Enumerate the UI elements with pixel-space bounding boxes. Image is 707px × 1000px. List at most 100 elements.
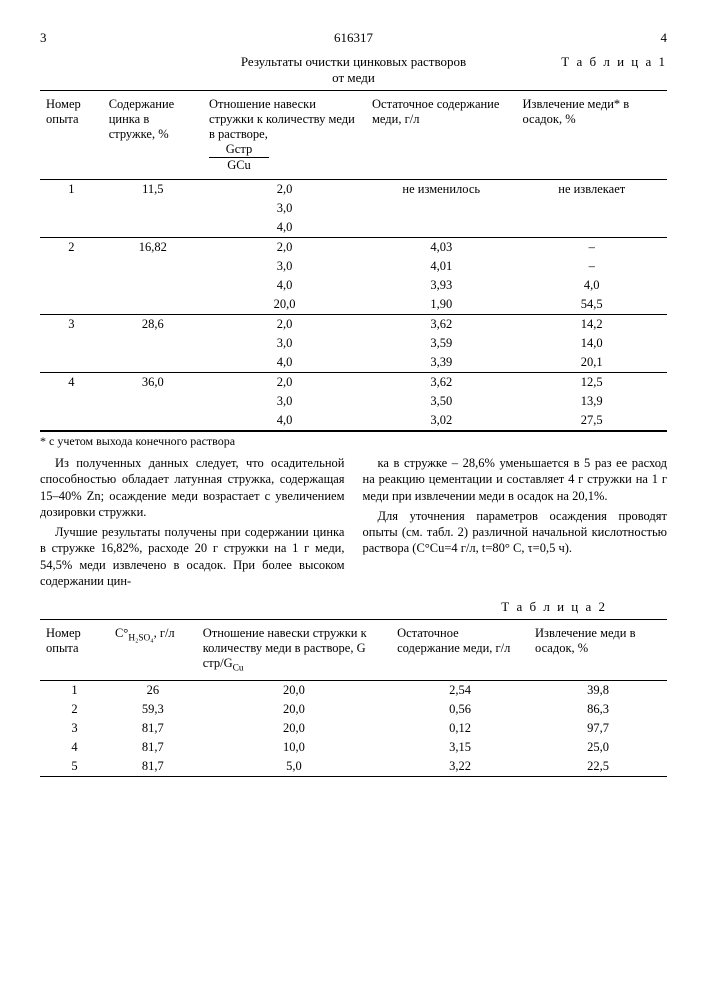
- table-row: 581,75,03,2222,5: [40, 757, 667, 776]
- cell: [366, 218, 516, 237]
- paragraph-3: ка в стружке – 28,6% уменьшается в 5 раз…: [363, 455, 668, 504]
- cell: 2,0: [203, 238, 366, 258]
- table-row: 3,04,01–: [40, 257, 667, 276]
- table-row: 4,03,934,0: [40, 276, 667, 295]
- paragraph-1: Из полученных данных следует, что осадит…: [40, 455, 345, 520]
- cell: 22,5: [529, 757, 667, 776]
- cell: 5: [40, 757, 109, 776]
- cell: 1: [40, 680, 109, 700]
- table2-label: Т а б л и ц а 2: [40, 599, 667, 615]
- cell: 4,0: [203, 411, 366, 430]
- cell: [40, 353, 103, 372]
- cell: 36,0: [103, 373, 203, 393]
- cell: 81,7: [109, 757, 197, 776]
- cell: 3,62: [366, 315, 516, 335]
- cell: [366, 199, 516, 218]
- t1-col3-den: GCu: [227, 158, 251, 172]
- cell: 3,0: [203, 392, 366, 411]
- paragraph-4: Для уточнения параметров осаждения прово…: [363, 508, 668, 557]
- cell: 4: [40, 738, 109, 757]
- table-row: 111,52,0не изменилосьне извлекает: [40, 180, 667, 200]
- cell: 81,7: [109, 738, 197, 757]
- table1-caption: Т а б л и ц а 1 Результаты очистки цинко…: [40, 54, 667, 86]
- cell: 2,0: [203, 373, 366, 393]
- t2-col2: С°H₂SO₄, г/л: [109, 620, 197, 681]
- cell: 86,3: [529, 700, 667, 719]
- cell: [40, 411, 103, 430]
- cell: 4,03: [366, 238, 516, 258]
- t1-col1: Номер опыта: [40, 91, 103, 180]
- cell: 14,0: [516, 334, 667, 353]
- cell: 0,56: [391, 700, 529, 719]
- cell: 13,9: [516, 392, 667, 411]
- table1-footnote: * с учетом выхода конечного раствора: [40, 431, 667, 449]
- cell: 3: [40, 719, 109, 738]
- cell: –: [516, 257, 667, 276]
- cell: [103, 392, 203, 411]
- t1-col5: Извлечение меди* в осадок, %: [516, 91, 667, 180]
- cell: 14,2: [516, 315, 667, 335]
- table2: Номер опыта С°H₂SO₄, г/л Отношение навес…: [40, 619, 667, 777]
- cell: 97,7: [529, 719, 667, 738]
- paragraph-2: Лучшие результаты получены при содержани…: [40, 524, 345, 589]
- cell: 20,0: [203, 295, 366, 314]
- cell: [516, 199, 667, 218]
- t2-col3: Отношение навески стружки к количеству м…: [197, 620, 391, 681]
- cell: 81,7: [109, 719, 197, 738]
- cell: 3,02: [366, 411, 516, 430]
- cell: 5,0: [197, 757, 391, 776]
- cell: 3,50: [366, 392, 516, 411]
- cell: 4,0: [516, 276, 667, 295]
- cell: 4: [40, 373, 103, 393]
- cell: 3,0: [203, 334, 366, 353]
- cell: 25,0: [529, 738, 667, 757]
- cell: [103, 257, 203, 276]
- cell: [40, 257, 103, 276]
- cell: [103, 276, 203, 295]
- table1: Номер опыта Содержание цинка в стружке, …: [40, 90, 667, 431]
- table-row: 381,720,00,1297,7: [40, 719, 667, 738]
- cell: 3,22: [391, 757, 529, 776]
- table-row: 12620,02,5439,8: [40, 680, 667, 700]
- cell: –: [516, 238, 667, 258]
- cell: [103, 295, 203, 314]
- cell: 2: [40, 238, 103, 258]
- table-row: 3,0: [40, 199, 667, 218]
- cell: 3,62: [366, 373, 516, 393]
- cell: 4,0: [203, 276, 366, 295]
- table-row: 216,822,04,03–: [40, 238, 667, 258]
- table-row: 328,62,03,6214,2: [40, 315, 667, 335]
- cell: не извлекает: [516, 180, 667, 200]
- cell: 27,5: [516, 411, 667, 430]
- body-text: Из полученных данных следует, что осадит…: [40, 455, 667, 589]
- cell: 10,0: [197, 738, 391, 757]
- cell: 4,0: [203, 353, 366, 372]
- table1-caption-l2: от меди: [40, 70, 667, 86]
- table1-header: Номер опыта Содержание цинка в стружке, …: [40, 91, 667, 180]
- cell: 2,54: [391, 680, 529, 700]
- table-row: 3,03,5914,0: [40, 334, 667, 353]
- cell: 20,0: [197, 700, 391, 719]
- cell: [40, 199, 103, 218]
- cell: [103, 353, 203, 372]
- cell: 11,5: [103, 180, 203, 200]
- t2-col5: Извлечение меди в осадок, %: [529, 620, 667, 681]
- cell: 1: [40, 180, 103, 200]
- cell: [516, 218, 667, 237]
- table-row: 3,03,5013,9: [40, 392, 667, 411]
- cell: 12,5: [516, 373, 667, 393]
- page-num-left: 3: [40, 30, 47, 46]
- table-row: 4,03,3920,1: [40, 353, 667, 372]
- t2-col4: Остаточное содержание меди, г/л: [391, 620, 529, 681]
- cell: не изменилось: [366, 180, 516, 200]
- cell: 3,59: [366, 334, 516, 353]
- cell: 2,0: [203, 315, 366, 335]
- table1-label: Т а б л и ц а 1: [561, 54, 667, 70]
- cell: 3,0: [203, 199, 366, 218]
- cell: 3,93: [366, 276, 516, 295]
- cell: 0,12: [391, 719, 529, 738]
- table-row: 20,01,9054,5: [40, 295, 667, 314]
- cell: [40, 334, 103, 353]
- t1-col3: Отношение навески стружки к количеству м…: [203, 91, 366, 180]
- cell: [40, 218, 103, 237]
